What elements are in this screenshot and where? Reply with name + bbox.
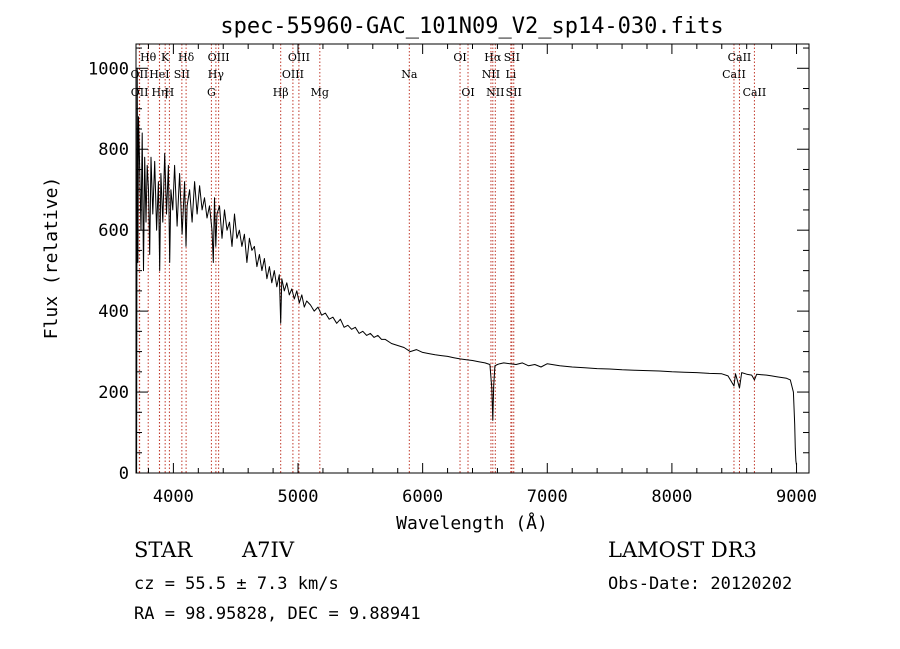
marker-label-18: OI [461, 86, 474, 99]
spectral-class: A7IV [242, 538, 294, 562]
plot-frame [135, 43, 810, 474]
marker-label-16: Na [401, 68, 418, 81]
marker-label-5: Hη [151, 86, 167, 99]
marker-label-19: Hα [484, 51, 502, 64]
marker-label-2: OII [131, 86, 149, 99]
marker-label-9: OIII [208, 51, 230, 64]
marker-label-24: SII [506, 86, 522, 99]
marker-label-17: OI [453, 51, 466, 64]
marker-label-25: CaII [722, 68, 746, 81]
y-tick-label-2: 400 [98, 302, 129, 322]
x-tick-label-1: 5000 [278, 487, 319, 507]
marker-label-14: OIII [288, 51, 310, 64]
line-markers: Hθ OII OII K HHη HeI SII Hδ OIII Hγ G Hβ OIII OIII Mg N… [131, 44, 767, 473]
marker-label-6: HeI [149, 68, 169, 81]
marker-label-3: K [161, 51, 170, 64]
marker-label-12: Hβ [273, 86, 289, 99]
x-tick-label-2: 6000 [402, 487, 443, 507]
survey-name: LAMOST DR3 [608, 538, 757, 562]
x-tick-label-4: 8000 [651, 487, 692, 507]
marker-label-20: NII [482, 68, 500, 81]
y-axis: 0 200 400 600 800 1000 [88, 47, 809, 484]
coordinates: RA = 98.95828, DEC = 9.88941 [134, 604, 421, 624]
y-tick-label-5: 1000 [88, 59, 129, 79]
redshift-velocity: cz = 55.5 ± 7.3 km/s [134, 574, 339, 594]
marker-label-21: NII [486, 86, 504, 99]
marker-label-22: Li [505, 68, 516, 81]
marker-label-15: Mg [311, 86, 329, 99]
x-axis-label: Wavelength (Å) [396, 512, 548, 534]
y-tick-label-4: 800 [98, 140, 129, 160]
y-tick-label-0: 0 [119, 464, 129, 484]
object-type: STAR [134, 538, 193, 562]
x-axis: 4000 5000 6000 7000 8000 9000 [147, 44, 817, 507]
x-tick-label-0: 4000 [153, 487, 194, 507]
marker-label-10: Hγ [208, 68, 225, 81]
observation-date: Obs-Date: 20120202 [608, 574, 793, 594]
x-tick-label-5: 9000 [776, 487, 817, 507]
marker-label-0: Hθ [140, 51, 157, 64]
marker-label-13: OIII [282, 68, 304, 81]
marker-label-23: SII [504, 51, 520, 64]
y-tick-label-3: 600 [98, 221, 129, 241]
marker-label-4: H [165, 86, 175, 99]
marker-label-27: CaII [743, 86, 767, 99]
x-tick-label-3: 7000 [527, 487, 568, 507]
series-line-0 [135, 67, 797, 474]
marker-label-8: Hδ [178, 51, 195, 64]
chart-title: spec-55960-GAC_101N09_V2_sp14-030.fits [220, 14, 723, 39]
marker-label-26: CaII [728, 51, 752, 64]
marker-label-7: SII [174, 68, 190, 81]
series-layer [135, 67, 797, 474]
y-axis-label: Flux (relative) [41, 177, 62, 340]
marker-label-11: G [207, 86, 216, 99]
y-tick-label-1: 200 [98, 383, 129, 403]
marker-label-1: OII [131, 68, 149, 81]
